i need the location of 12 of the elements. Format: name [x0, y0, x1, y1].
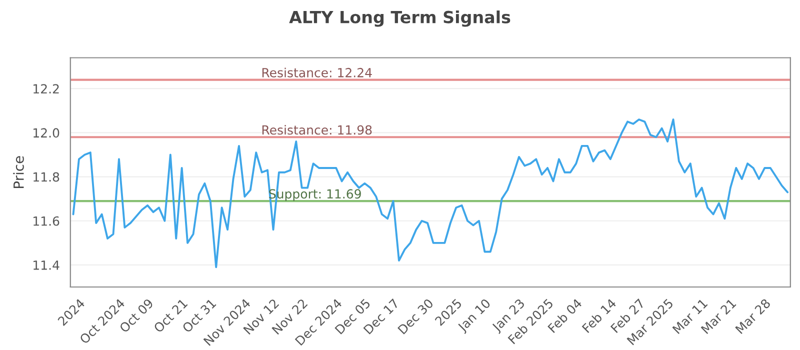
y-tick-label: 12.2 — [34, 84, 59, 94]
ref-line-label: Resistance: 11.98 — [262, 125, 372, 135]
y-tick-label: 11.8 — [34, 172, 60, 182]
y-axis-title: Price — [13, 156, 24, 188]
y-tick-label: 11.6 — [34, 216, 60, 226]
x-tick-label: Dec 30 — [397, 298, 434, 335]
chart-title: ALTY Long Term Signals — [289, 10, 510, 27]
line-series — [72, 118, 789, 268]
y-tick-label: 11.4 — [34, 260, 60, 270]
y-tick-label: 12.0 — [34, 128, 60, 138]
x-tick-label: Mar 28 — [734, 298, 771, 334]
ref-line-label: Resistance: 12.24 — [262, 68, 372, 78]
